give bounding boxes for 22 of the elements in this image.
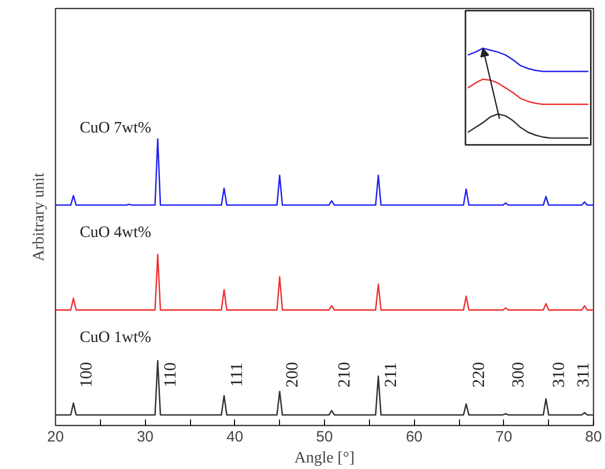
annotation: 210 [334,362,354,388]
series-label: CuO 4wt% [80,224,152,242]
annotation: 111 [226,362,246,387]
annotation: 200 [282,362,302,388]
annotation: 220 [469,362,488,388]
annotation: 300 [508,362,528,388]
x-tick-label: 80 [585,428,602,446]
annotation: 110 [160,362,180,388]
x-tick-label: 70 [495,428,512,446]
x-axis-title: Angle [°] [294,450,355,466]
annotation: 310 [548,362,568,388]
x-tick-label: 40 [226,428,244,446]
annotation: 311 [574,362,593,388]
annotation: 211 [381,362,400,388]
y-axis-title: Arbitrary unit [30,172,48,262]
annotation: 100 [76,362,96,388]
series-label: CuO 1wt% [80,329,152,346]
series-label: CuO 7wt% [80,119,152,136]
x-tick-label: 30 [136,428,154,446]
x-tick-label: 50 [316,428,333,446]
x-tick-label: 60 [406,428,423,446]
x-tick-label: 20 [47,428,64,446]
